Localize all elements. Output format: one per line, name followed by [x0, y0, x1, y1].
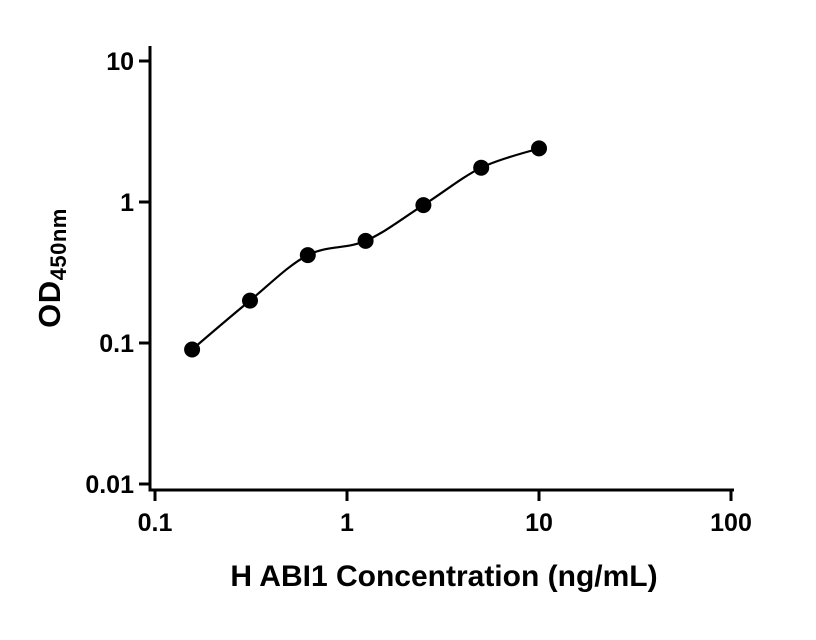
- data-point: [473, 159, 490, 176]
- y-tick-label: 10: [106, 48, 134, 76]
- x-axis-label: H ABI1 Concentration (ng/mL): [230, 560, 658, 593]
- x-tick-label: 1: [340, 509, 354, 537]
- x-tick-label: 0.1: [138, 509, 173, 537]
- data-point: [299, 247, 316, 264]
- y-axis-label-subscript: 450nm: [46, 208, 71, 281]
- y-tick-label: 0.1: [99, 330, 134, 358]
- data-point: [242, 292, 258, 309]
- y-tick-label: 0.01: [85, 471, 134, 499]
- y-axis-label-main: OD: [32, 280, 67, 328]
- x-tick-label: 100: [710, 509, 752, 537]
- fit-curve: [191, 147, 540, 351]
- data-point: [357, 232, 374, 249]
- data-point: [415, 197, 432, 214]
- x-tick-label: 10: [525, 509, 553, 537]
- data-point: [531, 140, 547, 157]
- data-point: [184, 341, 201, 358]
- y-tick-label: 1: [120, 189, 134, 217]
- y-axis-label: OD450nm: [32, 208, 72, 328]
